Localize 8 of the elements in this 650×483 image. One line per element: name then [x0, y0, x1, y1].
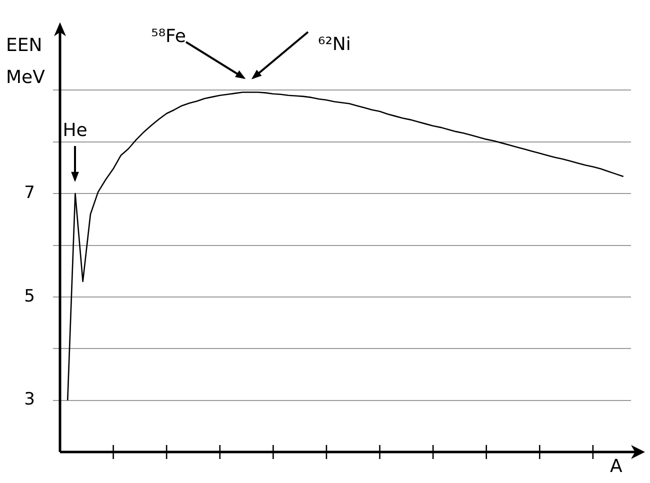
annotation: ⁵⁸Fe [151, 26, 186, 47]
annotation: He [62, 120, 88, 141]
y-tick-label: 7 [24, 183, 35, 204]
annotation: ⁶²Ni [318, 34, 351, 55]
y-tick-label: 3 [24, 390, 35, 410]
y-axis-title: EEN MeV [6, 34, 46, 90]
y-tick-label: 5 [24, 286, 35, 306]
x-axis-title: A [610, 456, 622, 477]
